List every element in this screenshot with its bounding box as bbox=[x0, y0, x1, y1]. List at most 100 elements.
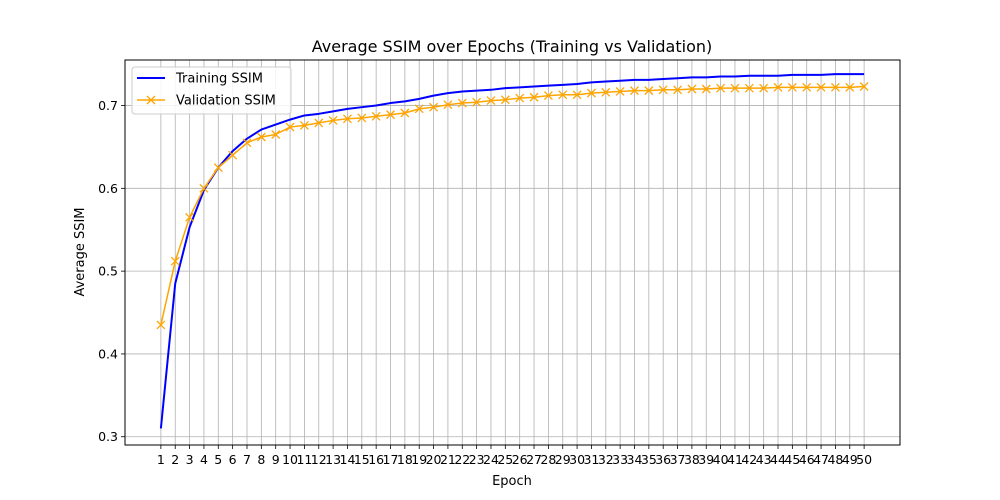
x-tick-label: 42 bbox=[741, 452, 757, 467]
data-point-marker bbox=[285, 122, 295, 132]
data-point-marker bbox=[845, 82, 855, 92]
legend-x-marker bbox=[146, 95, 156, 105]
data-point-marker bbox=[185, 212, 195, 222]
data-point-marker bbox=[357, 113, 367, 123]
x-tick-label: 30 bbox=[569, 452, 585, 467]
data-point-marker bbox=[199, 183, 209, 193]
x-tick-label: 9 bbox=[272, 452, 280, 467]
data-point-marker bbox=[328, 115, 338, 125]
y-tick-label: 0.5 bbox=[98, 264, 118, 279]
data-point-marker bbox=[256, 132, 266, 142]
data-point-marker bbox=[644, 86, 654, 96]
data-point-marker bbox=[386, 110, 395, 120]
x-tick-label: 37 bbox=[670, 452, 686, 467]
data-point-marker bbox=[716, 83, 726, 93]
y-axis-title: Average SSIM bbox=[73, 207, 88, 296]
x-tick-label: 34 bbox=[627, 452, 643, 467]
data-point-marker bbox=[673, 85, 683, 95]
data-point-marker bbox=[816, 82, 826, 92]
x-tick-label: 21 bbox=[440, 452, 456, 467]
x-tick-label: 3 bbox=[186, 452, 194, 467]
data-point-marker bbox=[170, 256, 180, 266]
series-line bbox=[160, 85, 865, 326]
legend-marker-validation bbox=[146, 95, 156, 105]
x-axis-ticks: 1 2 3 4 5 6 7 8 9 1011121314151617181920212223242… bbox=[157, 445, 872, 467]
data-point-marker bbox=[615, 87, 625, 96]
x-tick-label: 41 bbox=[727, 452, 743, 467]
y-axis-ticks: 0.3 0.4 0.5 0.6 0.7 bbox=[98, 98, 125, 444]
data-point-marker bbox=[701, 84, 711, 94]
x-tick-label: 50 bbox=[856, 452, 872, 467]
y-tick-label: 0.3 bbox=[98, 429, 118, 444]
series-training bbox=[159, 73, 865, 429]
x-tick-label: 33 bbox=[612, 452, 628, 467]
x-tick-label: 22 bbox=[454, 452, 470, 467]
x-tick-label: 28 bbox=[540, 452, 556, 467]
data-point-marker bbox=[314, 118, 324, 128]
x-tick-label: 4 bbox=[200, 452, 208, 467]
x-tick-label: 47 bbox=[813, 452, 829, 467]
x-tick-label: 25 bbox=[497, 452, 513, 467]
x-tick-label: 18 bbox=[397, 452, 413, 467]
x-tick-label: 29 bbox=[555, 452, 571, 467]
x-tick-label: 39 bbox=[698, 452, 714, 467]
data-point-marker bbox=[558, 90, 568, 100]
data-point-marker bbox=[414, 104, 424, 114]
x-tick-label: 38 bbox=[684, 452, 700, 467]
x-tick-label: 24 bbox=[483, 452, 499, 467]
data-point-marker bbox=[802, 82, 812, 92]
y-tick-label: 0.7 bbox=[98, 98, 118, 113]
series-line bbox=[159, 73, 865, 429]
data-point-marker bbox=[687, 84, 697, 94]
legend: Training SSIM Validation SSIM bbox=[131, 66, 292, 115]
x-tick-label: 13 bbox=[325, 452, 341, 467]
data-point-marker bbox=[429, 102, 439, 112]
data-point-marker bbox=[443, 100, 453, 110]
legend-box bbox=[131, 66, 292, 115]
x-tick-label: 43 bbox=[756, 452, 772, 467]
y-tick-label: 0.6 bbox=[98, 181, 118, 196]
x-tick-label: 48 bbox=[827, 452, 843, 467]
data-point-marker bbox=[371, 111, 381, 121]
data-point-marker bbox=[773, 82, 783, 92]
x-tick-label: 5 bbox=[214, 452, 222, 467]
data-point-marker bbox=[156, 320, 166, 330]
x-tick-label: 10 bbox=[282, 452, 298, 467]
x-tick-label: 14 bbox=[340, 452, 356, 467]
legend-label-validation: Validation SSIM bbox=[176, 94, 276, 109]
x-tick-label: 6 bbox=[229, 452, 237, 467]
series-validation bbox=[156, 82, 869, 330]
legend-label-training: Training SSIM bbox=[175, 72, 263, 87]
data-point-marker bbox=[830, 82, 840, 92]
x-tick-label: 2 bbox=[171, 452, 179, 467]
data-point-marker bbox=[601, 87, 611, 97]
x-tick-label: 19 bbox=[411, 452, 427, 467]
chart-title: Average SSIM over Epochs (Training vs Va… bbox=[312, 37, 713, 56]
x-tick-label: 46 bbox=[799, 452, 815, 467]
data-point-marker bbox=[457, 98, 467, 108]
x-tick-label: 8 bbox=[257, 452, 265, 467]
x-axis-title: Epoch bbox=[492, 474, 532, 489]
x-tick-label: 40 bbox=[713, 452, 729, 467]
x-tick-label: 1 bbox=[157, 452, 165, 467]
data-point-marker bbox=[859, 82, 869, 91]
x-tick-label: 27 bbox=[526, 452, 542, 467]
data-point-marker bbox=[342, 114, 352, 124]
data-point-marker bbox=[400, 108, 410, 118]
data-point-marker bbox=[586, 88, 596, 98]
data-point-marker bbox=[271, 130, 281, 139]
data-point-marker bbox=[658, 85, 668, 95]
data-point-marker bbox=[228, 150, 238, 160]
x-tick-label: 20 bbox=[426, 452, 442, 467]
data-point-marker bbox=[787, 82, 797, 92]
data-point-marker bbox=[543, 91, 553, 101]
x-tick-label: 17 bbox=[383, 452, 399, 467]
data-point-marker bbox=[500, 95, 510, 105]
x-tick-label: 49 bbox=[842, 452, 858, 467]
plot-area-frame bbox=[124, 59, 901, 446]
data-point-marker bbox=[572, 90, 582, 100]
data-point-marker bbox=[299, 120, 309, 130]
data-point-marker bbox=[242, 138, 252, 148]
data-point-marker bbox=[213, 163, 223, 173]
